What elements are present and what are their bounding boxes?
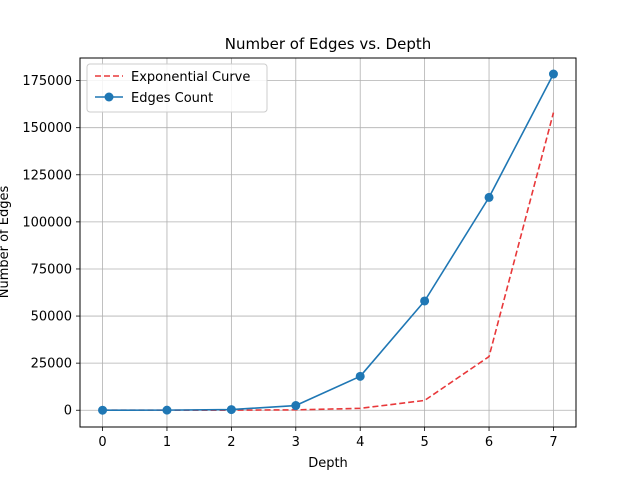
data-point-edges-count [98,405,108,415]
data-point-edges-count [484,192,494,202]
x-tick-label: 1 [163,435,171,450]
data-point-edges-count [291,401,301,411]
y-tick-label: 150000 [22,121,72,136]
y-tick-label: 50000 [31,310,72,325]
y-tick-label: 125000 [22,168,72,183]
x-tick-label: 4 [356,435,364,450]
chart-title: Number of Edges vs. Depth [225,35,432,53]
y-tick-label: 0 [64,404,72,419]
legend: Exponential Curve Edges Count [86,63,268,113]
y-tick-label: 100000 [22,215,72,230]
y-tick-label: 75000 [31,262,72,277]
x-tick-label: 5 [420,435,428,450]
plot-frame [79,57,577,428]
legend-label-edges-count: Edges Count [131,91,213,106]
x-tick-label: 0 [98,435,106,450]
legend-label-exponential-curve: Exponential Curve [131,70,250,85]
data-point-edges-count [548,69,558,79]
x-tick-label: 2 [227,435,235,450]
y-tick-label: 175000 [22,74,72,89]
legend-box [86,63,268,113]
y-tick-label: 25000 [31,357,72,372]
x-tick-label: 7 [549,435,557,450]
x-tick-label: 3 [292,435,300,450]
data-point-edges-count [355,371,365,381]
legend-marker-edges-count [104,92,114,102]
data-point-edges-count [420,296,430,306]
x-tick-label: 6 [485,435,493,450]
data-point-edges-count [162,405,172,415]
data-point-edges-count [226,405,236,415]
series-line-edges-count [102,73,555,412]
plot-series [98,69,558,415]
y-axis-title: Number of Edges [0,186,12,299]
axis-ticks: 0 1 2 3 4 5 6 7 0 25000 50000 75000 100000 125000 1500… [22,74,557,450]
x-axis-title: Depth [308,456,348,471]
